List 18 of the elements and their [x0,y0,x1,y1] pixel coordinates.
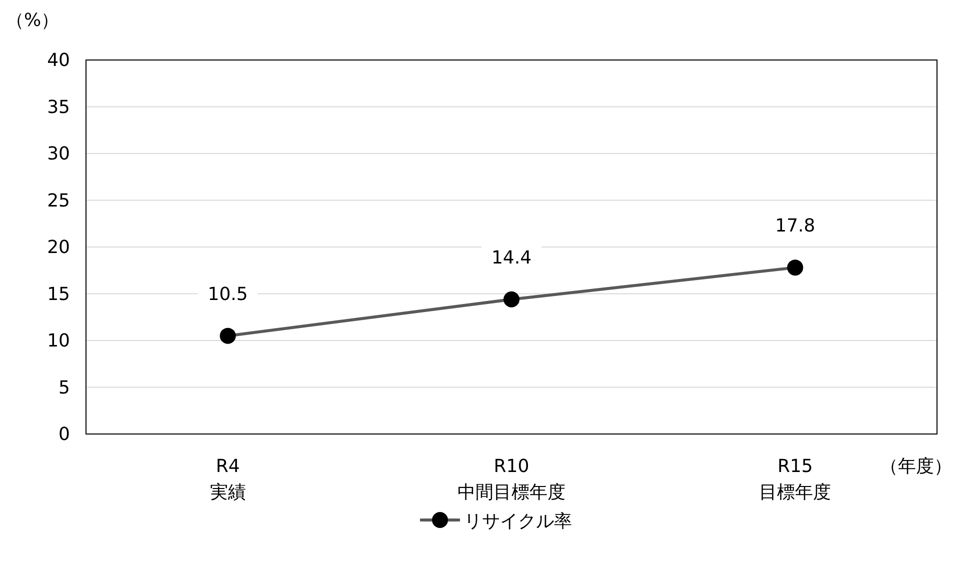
data-label: 10.5 [208,284,248,305]
y-axis-title: （%） [6,10,60,31]
y-tick-label: 0 [58,424,70,445]
y-tick-label: 25 [47,190,70,212]
legend-label: リサイクル率 [464,511,572,532]
x-axis-title: （年度） [880,456,952,477]
y-tick-label: 30 [47,144,70,164]
y-tick-label: 35 [47,96,70,118]
y-tick-label: 5 [58,377,70,398]
y-tick-label: 10 [47,330,70,352]
data-label: 14.4 [491,247,532,268]
y-tick-label: 40 [47,50,70,71]
data-label: 17.8 [775,216,816,237]
x-tick-label: R15 目標年度 [759,456,832,503]
x-tick-label: R10 中間目標年度 [458,456,566,503]
y-tick-label: 20 [47,237,70,258]
x-tick-label: R4 実績 [210,456,246,503]
y-tick-label: 15 [47,284,70,305]
